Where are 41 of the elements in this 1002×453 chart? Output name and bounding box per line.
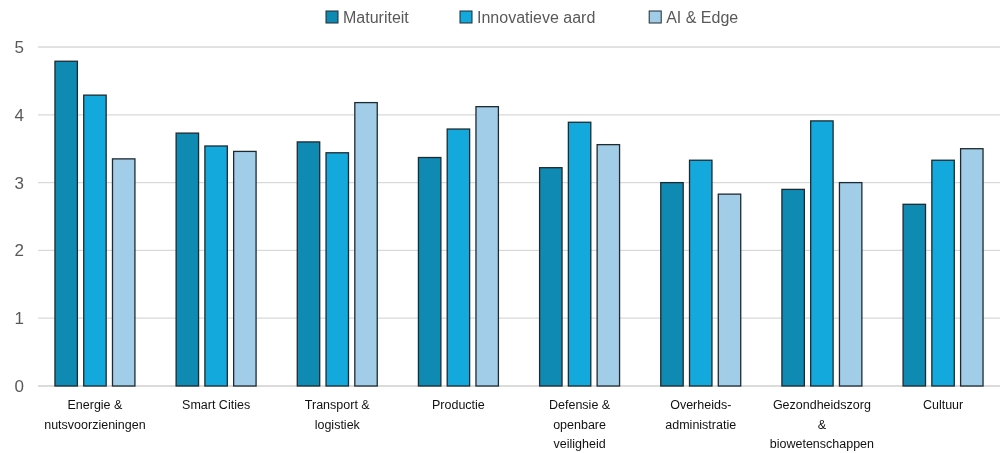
y-tick-label: 0 <box>14 376 24 396</box>
x-tick-label: Productie <box>432 398 485 412</box>
bar <box>111 158 136 387</box>
bar <box>902 203 927 387</box>
bar <box>354 101 378 387</box>
x-tick-label: Gezondheidszorg & biowetenschappen <box>769 398 875 451</box>
x-tick-label: Smart Cities <box>182 398 251 412</box>
x-tick-label: Defensie & openbare veiligheid <box>549 398 611 451</box>
bar <box>54 60 79 387</box>
bar <box>475 106 500 387</box>
y-tick-label: 2 <box>14 241 24 261</box>
bar <box>175 132 200 387</box>
legend-label: AI & Edge <box>666 8 739 26</box>
bar <box>810 120 834 387</box>
bar <box>233 150 257 387</box>
bar <box>538 167 563 387</box>
bar <box>959 148 984 387</box>
bar <box>660 181 684 387</box>
bar <box>296 141 321 387</box>
y-tick-label: 5 <box>14 37 24 57</box>
bar <box>596 143 621 387</box>
bar <box>446 128 471 387</box>
bar <box>83 94 107 387</box>
bar <box>417 156 442 387</box>
y-tick-label: 3 <box>14 173 24 193</box>
bar <box>204 145 228 387</box>
legend-label: Maturiteit <box>343 8 410 26</box>
bar <box>567 121 592 387</box>
bar <box>781 188 805 387</box>
x-tick-label: Transport & logistiek <box>304 398 371 432</box>
x-tick-label: Cultuur <box>922 398 964 412</box>
legend-label: Innovatieve aard <box>477 8 596 26</box>
x-tick-label: Energie & nutsvoorzieningen <box>44 398 146 432</box>
x-tick-label: Overheids- administratie <box>665 398 737 432</box>
bar <box>838 181 863 387</box>
bar <box>931 159 955 387</box>
y-tick-label: 1 <box>14 309 24 329</box>
bar <box>325 152 350 387</box>
bar <box>717 193 742 387</box>
y-tick-label: 4 <box>14 105 24 125</box>
bar <box>688 159 713 387</box>
